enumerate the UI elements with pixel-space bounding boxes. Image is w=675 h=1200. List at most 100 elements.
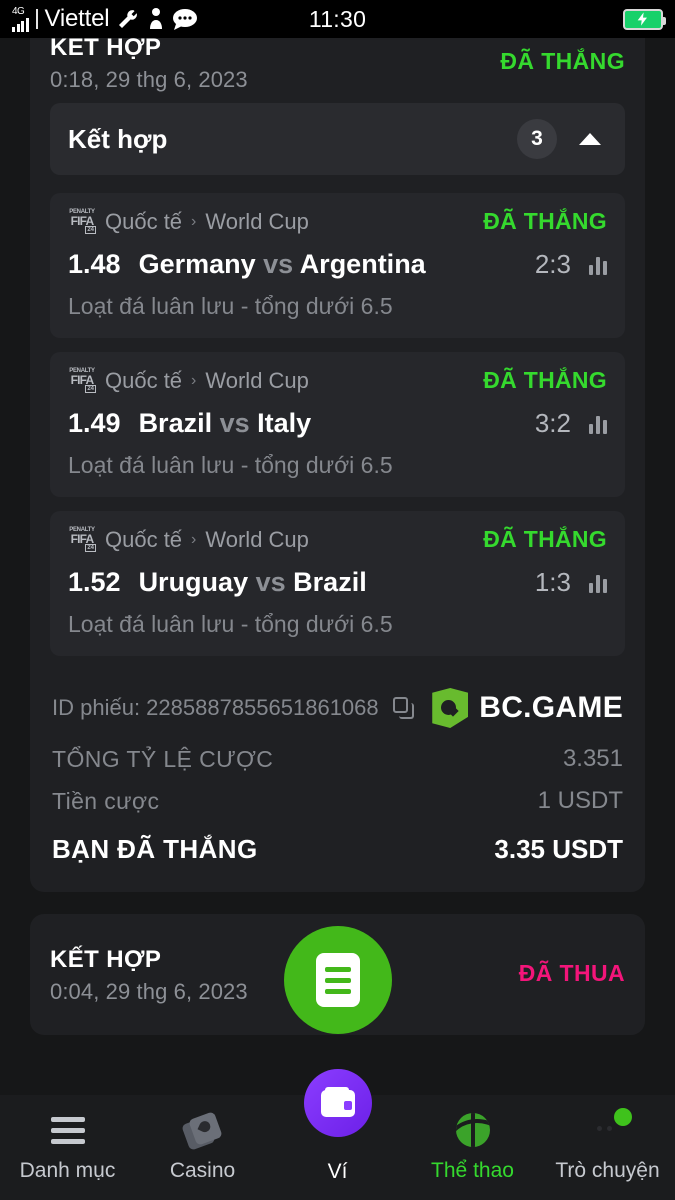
bet-id-row: ID phiếu: 2285887855651861068 BC.GAME <box>50 670 625 738</box>
copy-icon[interactable] <box>392 697 415 719</box>
bc-game-mark-icon <box>432 688 469 728</box>
signal-bars-icon <box>12 17 29 32</box>
match-score: 2:3 <box>534 249 571 279</box>
slip-date: 0:04, 29 thg 6, 2023 <box>50 979 248 1004</box>
league-breadcrumb: PENALTY FIFA 24 Quốc tế › World Cup <box>68 209 483 235</box>
bet-market-label: Loạt đá luân lưu - tổng dưới 6.5 <box>68 611 393 637</box>
wallet-icon[interactable] <box>303 1069 372 1137</box>
penalty-fifa24-badge-icon: PENALTY FIFA 24 <box>69 527 96 552</box>
combo-label: Kết hợp <box>68 123 168 154</box>
vs-label: vs <box>263 249 294 279</box>
slip-header: KẾT HỢP 0:04, 29 thg 6, 2023 ĐÃ THUA <box>50 932 625 1015</box>
bet-slip-fab-button[interactable] <box>283 926 392 1034</box>
person-icon <box>147 7 165 31</box>
bar-chart-icon[interactable] <box>589 255 607 275</box>
league-primary-label: Quốc tế <box>105 208 183 234</box>
summary-value: 3.351 <box>562 745 623 772</box>
home-team-label: Uruguay <box>138 567 249 597</box>
nav-item-danh-muc[interactable]: Danh mục <box>0 1112 135 1183</box>
nav-item-the-thao[interactable]: Thể thao <box>405 1112 540 1183</box>
hamburger-menu-icon <box>50 1112 85 1148</box>
bc-game-wordmark: BC.GAME <box>479 691 623 724</box>
summary-key: TỔNG TỶ LỆ CƯỢC <box>52 745 274 772</box>
bet-id-label: ID phiếu: 2285887855651861068 <box>52 695 379 720</box>
league-primary-label: Quốc tế <box>105 367 183 393</box>
summary-row-stake: Tiền cược 1 USDT <box>50 780 625 822</box>
bet-selection-row[interactable]: PENALTY FIFA 24 Quốc tế › World Cup ĐÃ T… <box>50 511 625 656</box>
bet-selection-row[interactable]: PENALTY FIFA 24 Quốc tế › World Cup ĐÃ T… <box>50 193 625 338</box>
league-secondary-label: World Cup <box>205 208 309 234</box>
bet-status-badge: ĐÃ THẮNG <box>483 208 607 234</box>
match-score: 3:2 <box>534 408 571 438</box>
home-team-label: Brazil <box>138 408 213 438</box>
league-breadcrumb: PENALTY FIFA 24 Quốc tế › World Cup <box>68 368 483 394</box>
network-indicator: 4G <box>12 5 29 32</box>
combo-toggle-row[interactable]: Kết hợp 3 <box>50 103 625 175</box>
league-primary-label: Quốc tế <box>105 526 183 552</box>
penalty-fifa24-badge-icon: PENALTY FIFA 24 <box>69 368 96 393</box>
nav-item-tro-chuyen[interactable]: Trò chuyện <box>540 1108 675 1183</box>
nav-item-vi-wallet[interactable]: Ví <box>270 1069 405 1200</box>
bet-odds: 1.52 <box>68 567 121 597</box>
chat-bubble-icon <box>588 1108 632 1148</box>
bc-game-logo: BC.GAME <box>432 688 623 728</box>
match-teams: Uruguay vs Brazil <box>139 567 535 598</box>
combo-count-badge: 3 <box>517 119 557 159</box>
summary-row-payout: BẠN ĐÃ THẮNG 3.35 USDT <box>50 822 625 872</box>
league-secondary-label: World Cup <box>205 367 309 393</box>
bet-odds: 1.49 <box>68 408 121 438</box>
summary-key: BẠN ĐÃ THẮNG <box>52 834 258 864</box>
nav-label: Casino <box>169 1159 236 1182</box>
battery-charging-icon <box>623 8 666 30</box>
signal-divider <box>35 9 38 29</box>
status-bar-left: 4G Viettel <box>12 5 198 33</box>
league-breadcrumb: PENALTY FIFA 24 Quốc tế › World Cup <box>68 527 483 553</box>
bet-status-badge: ĐÃ THẮNG <box>483 526 607 552</box>
breadcrumb-separator-icon: › <box>191 371 197 389</box>
match-score: 1:3 <box>534 567 571 597</box>
slip-status-badge: ĐÃ THUA <box>518 960 625 986</box>
bet-selection-row[interactable]: PENALTY FIFA 24 Quốc tế › World Cup ĐÃ T… <box>50 352 625 497</box>
away-team-label: Brazil <box>293 567 367 597</box>
bet-slip-card[interactable]: KẾT HỢP 0:18, 29 thg 6, 2023 ĐÃ THẮNG Kế… <box>30 38 645 892</box>
bar-chart-icon[interactable] <box>589 573 607 593</box>
breadcrumb-separator-icon: › <box>191 530 197 548</box>
wrench-icon <box>116 7 140 31</box>
caret-up-icon[interactable] <box>579 133 601 145</box>
network-type-label: 4G <box>12 5 25 17</box>
basketball-icon <box>455 1112 490 1148</box>
home-team-label: Germany <box>138 249 256 279</box>
match-teams: Germany vs Argentina <box>139 249 535 280</box>
slip-header: KẾT HỢP 0:18, 29 thg 6, 2023 ĐÃ THẮNG <box>50 38 625 103</box>
nav-item-casino[interactable]: Casino <box>135 1111 270 1183</box>
bet-odds: 1.48 <box>68 249 121 279</box>
nav-label: Ví <box>327 1160 348 1183</box>
document-list-icon <box>315 953 360 1007</box>
slip-status-badge: ĐÃ THẮNG <box>500 48 625 74</box>
bet-market-label: Loạt đá luân lưu - tổng dưới 6.5 <box>68 452 393 478</box>
bar-chart-icon[interactable] <box>589 414 607 434</box>
summary-value: 3.35 USDT <box>494 834 623 864</box>
nav-label: Trò chuyện <box>555 1159 660 1182</box>
bet-status-badge: ĐÃ THẮNG <box>483 367 607 393</box>
notification-badge-dot <box>613 1108 632 1126</box>
slip-title: KẾT HỢP <box>50 38 162 61</box>
summary-value: 1 USDT <box>537 787 623 814</box>
slip-date: 0:18, 29 thg 6, 2023 <box>50 67 248 92</box>
penalty-fifa24-badge-icon: PENALTY FIFA 24 <box>69 209 96 234</box>
chat-icon <box>172 7 198 31</box>
carrier-label: Viettel <box>44 5 110 32</box>
away-team-label: Italy <box>257 408 312 438</box>
nav-label: Thể thao <box>431 1159 514 1182</box>
nav-label: Danh mục <box>19 1159 116 1182</box>
bottom-navigation-bar: Danh mục Casino Ví Thể thao <box>0 1069 675 1200</box>
away-team-label: Argentina <box>299 249 426 279</box>
bet-market-label: Loạt đá luân lưu - tổng dưới 6.5 <box>68 293 393 319</box>
match-teams: Brazil vs Italy <box>139 408 535 439</box>
breadcrumb-separator-icon: › <box>191 212 197 230</box>
summary-row-total-odds: TỔNG TỶ LỆ CƯỢC 3.351 <box>50 738 625 780</box>
vs-label: vs <box>255 567 286 597</box>
status-bar: 4G Viettel 11:30 <box>0 0 675 38</box>
slip-title: KẾT HỢP <box>50 946 162 973</box>
